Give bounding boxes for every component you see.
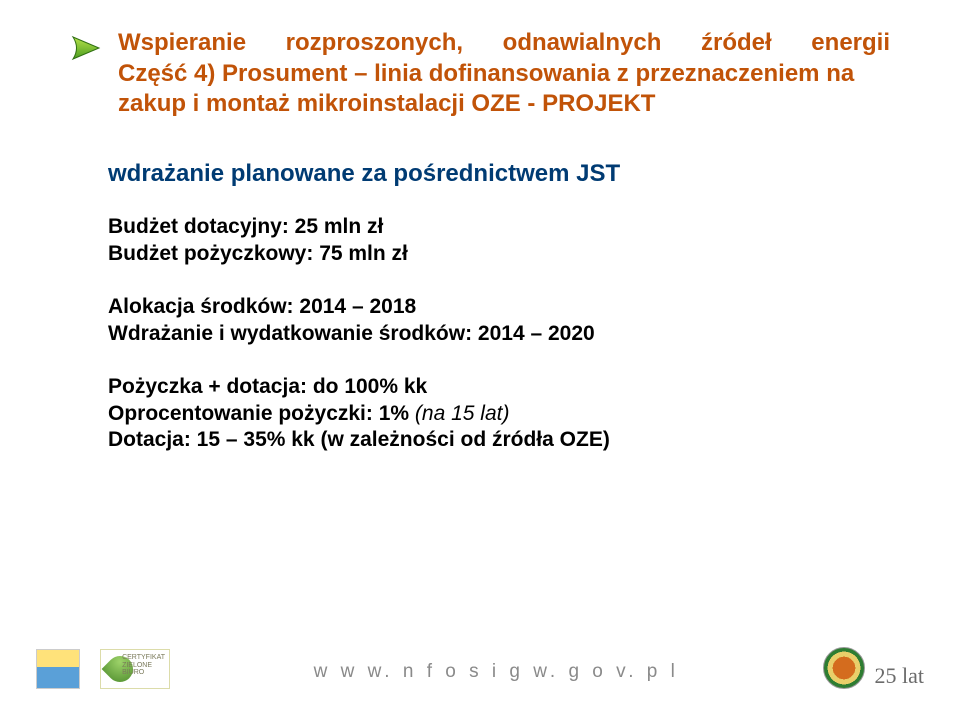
footer-badges-left: CERTYFIKATZIELONEBIURO [36, 649, 170, 689]
budget-group: Budżet dotacyjny: 25 mln zł Budżet pożyc… [108, 214, 890, 268]
zielone-biuro-text: CERTYFIKATZIELONEBIURO [122, 654, 165, 677]
allocation-line: Alokacja środków: 2014 – 2018 [108, 294, 890, 321]
slide-container: Wspieranie rozproszonych, odnawialnych ź… [0, 0, 960, 705]
title-line-1: Wspieranie rozproszonych, odnawialnych ź… [118, 28, 890, 59]
footer-url: w w w. n f o s i g w. g o v. p l [170, 661, 823, 683]
budget-dotacyjny: Budżet dotacyjny: 25 mln zł [108, 214, 890, 241]
crest-icon [823, 647, 865, 689]
section-heading: wdrażanie planowane za pośrednictwem JST [108, 160, 890, 188]
body-content: Budżet dotacyjny: 25 mln zł Budżet pożyc… [108, 214, 890, 454]
loan-dotation-line: Pożyczka + dotacja: do 100% kk [108, 374, 890, 401]
dotation-line: Dotacja: 15 – 35% kk (w zależności od źr… [108, 427, 890, 454]
terms-group: Pożyczka + dotacja: do 100% kk Oprocento… [108, 374, 890, 455]
title-block: Wspieranie rozproszonych, odnawialnych ź… [118, 28, 890, 120]
play-bullet-icon [70, 34, 104, 67]
interest-label: Oprocentowanie pożyczki: 1% [108, 402, 415, 425]
allocation-group: Alokacja środków: 2014 – 2018 Wdrażanie … [108, 294, 890, 348]
eipa-badge-icon [36, 649, 80, 689]
footer-badges-right: 25 lat [823, 647, 925, 689]
anniversary-text: 25 lat [875, 663, 925, 689]
budget-pozyczkowy: Budżet pożyczkowy: 75 mln zł [108, 241, 890, 268]
spending-line: Wdrażanie i wydatkowanie środków: 2014 –… [108, 321, 890, 348]
interest-line: Oprocentowanie pożyczki: 1% (na 15 lat) [108, 401, 890, 428]
footer: CERTYFIKATZIELONEBIURO w w w. n f o s i … [0, 647, 960, 689]
zielone-biuro-badge-icon: CERTYFIKATZIELONEBIURO [100, 649, 170, 689]
title-line-2: Część 4) Prosument – linia dofinansowani… [118, 59, 890, 120]
interest-note: (na 15 lat) [415, 402, 510, 425]
header-row: Wspieranie rozproszonych, odnawialnych ź… [70, 28, 890, 120]
